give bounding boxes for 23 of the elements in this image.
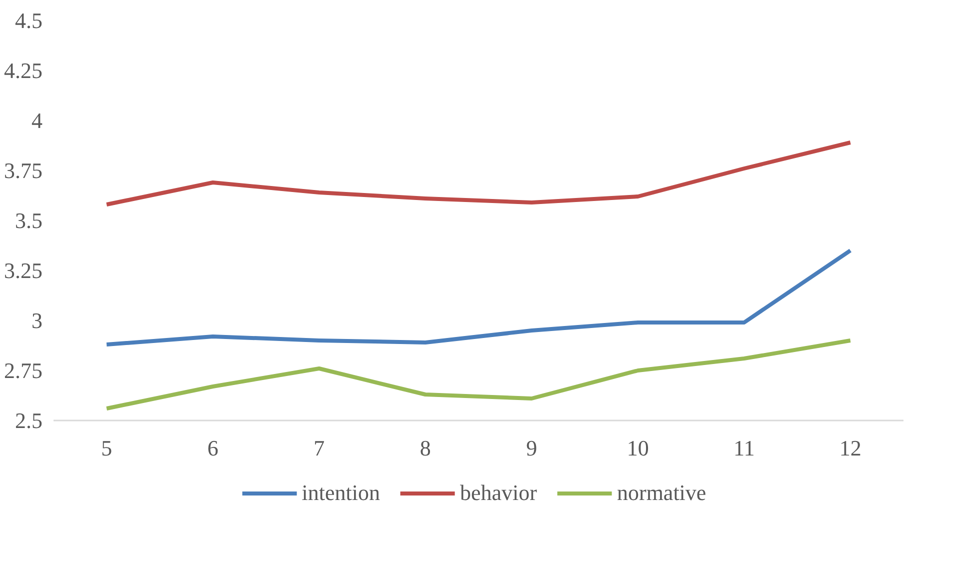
legend-label: normative <box>616 480 706 506</box>
y-tick-label: 3.5 <box>15 208 42 233</box>
y-tick-label: 4 <box>32 108 42 133</box>
x-tick-label: 8 <box>420 436 431 460</box>
x-tick-label: 10 <box>626 436 649 460</box>
y-tick-label: 4.5 <box>15 8 42 33</box>
x-tick-label: 7 <box>314 436 325 460</box>
x-tick-label: 9 <box>526 436 538 460</box>
x-tick-label: 11 <box>734 436 755 460</box>
y-tick-label: 2.5 <box>15 408 42 433</box>
y-tick-label: 3.75 <box>4 158 42 183</box>
line-series <box>104 140 852 206</box>
y-tick-label: 3.25 <box>4 258 42 283</box>
y-tick-label: 2.75 <box>4 358 42 383</box>
legend-label: intention <box>302 480 380 506</box>
x-tick-label: 12 <box>839 436 862 460</box>
line-series <box>104 338 852 410</box>
y-tick-label: 4.25 <box>4 58 42 83</box>
x-tick-label: 6 <box>207 436 218 460</box>
legend-label: behavior <box>460 480 537 506</box>
line-series <box>104 248 852 346</box>
y-tick-label: 3 <box>32 308 42 333</box>
x-tick-label: 5 <box>101 436 112 460</box>
